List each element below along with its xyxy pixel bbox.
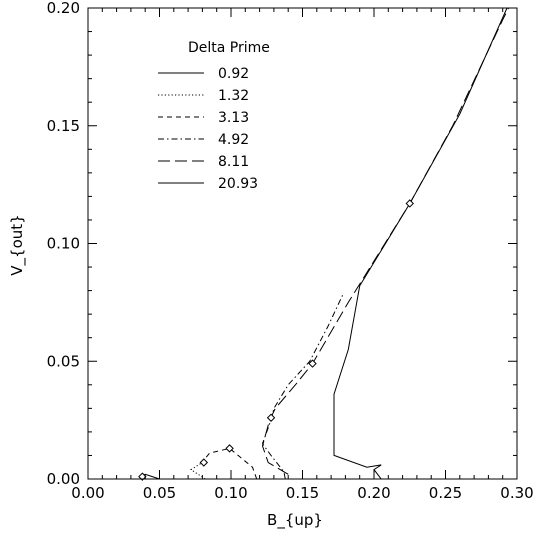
legend-label-6: 20.93 [218,176,258,192]
plot-area [138,8,510,481]
series-line-2 [190,459,206,479]
axes-frame [87,7,518,480]
diamond-marker-5 [308,359,317,368]
axes: 0.00 0.05 0.10 0.15 0.20 0.25 0.30 0.00 0.05 0.10… [47,0,534,502]
x-tick-label: 0.10 [214,484,247,502]
x-axis-title: B_{up} [267,511,323,530]
legend-title: Delta Prime [188,40,270,56]
diamond-marker-4 [266,413,276,422]
y-tick-label: 0.10 [47,235,80,253]
x-tick-label: 0.00 [71,484,104,502]
diamond-marker-3 [225,444,234,453]
series-line-6 [333,8,508,479]
y-tick-label: 0.00 [47,470,80,488]
y-tick-label: 0.05 [47,352,80,370]
series-line-4 [261,295,343,479]
y-tick-label: 0.20 [47,0,80,17]
x-tick-label: 0.25 [429,484,462,502]
diamond-marker-2 [199,458,209,467]
diamond-marker-1 [138,472,147,481]
x-tick-label: 0.05 [143,484,176,502]
x-tick-label: 0.30 [500,484,533,502]
x-tick-label: 0.20 [357,484,390,502]
y-axis-title: V_{out} [8,214,27,275]
legend-label-4: 4.92 [218,132,249,148]
x-tick-label: 0.15 [286,484,319,502]
diamond-marker-6 [405,199,414,208]
legend: Delta Prime 0.92 1.32 3.13 4.92 8.11 20.93 [158,40,270,192]
series-line-3 [203,447,258,479]
legend-label-1: 0.92 [218,66,249,82]
legend-label-5: 8.11 [218,154,249,170]
y-tick-label: 0.15 [47,117,80,135]
legend-label-2: 1.32 [218,88,249,104]
series-line-5 [261,8,510,475]
legend-label-3: 3.13 [218,110,249,126]
